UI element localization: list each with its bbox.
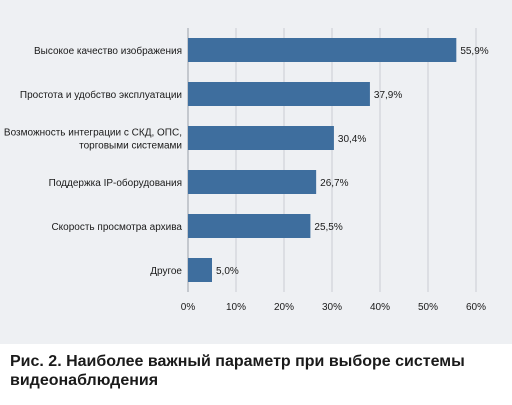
x-tick-label-2: 20%	[274, 302, 294, 313]
bar-3	[188, 170, 317, 194]
value-label-0: 55,9%	[460, 46, 488, 57]
bar-0	[188, 38, 457, 62]
category-label-4: Скорость просмотра архива	[51, 222, 182, 233]
category-label-2-line-1: торговыми системами	[79, 141, 182, 152]
x-tick-label-4: 40%	[370, 302, 390, 313]
bar-4	[188, 214, 311, 238]
bar-chart: 55,9% Высокое качество изображения 37,9% Пр…	[4, 28, 489, 313]
x-tick-label-5: 50%	[418, 302, 438, 313]
x-tick-label-6: 60%	[466, 302, 486, 313]
value-label-4: 25,5%	[314, 222, 342, 233]
value-label-1: 37,9%	[374, 90, 402, 101]
x-tick-label-3: 30%	[322, 302, 342, 313]
value-label-3: 26,7%	[320, 178, 348, 189]
value-label-2: 30,4%	[338, 134, 366, 145]
bar-2	[188, 126, 334, 150]
category-label-1: Простота и удобство эксплуатации	[20, 89, 182, 101]
figure-caption: Рис. 2. Наиболее важный параметр при выб…	[10, 353, 465, 389]
value-label-5: 5,0%	[216, 266, 239, 277]
category-label-0: Высокое качество изображения	[34, 45, 182, 57]
bar-1	[188, 82, 370, 106]
bar-5	[188, 258, 212, 282]
category-label-2-line-0: Возможность интеграции с СКД, ОПС,	[4, 128, 182, 139]
x-tick-label-0: 0%	[181, 302, 196, 313]
x-tick-label-1: 10%	[226, 302, 246, 313]
category-label-3: Поддержка IP-оборудования	[49, 177, 182, 189]
category-label-5: Другое	[150, 266, 182, 277]
